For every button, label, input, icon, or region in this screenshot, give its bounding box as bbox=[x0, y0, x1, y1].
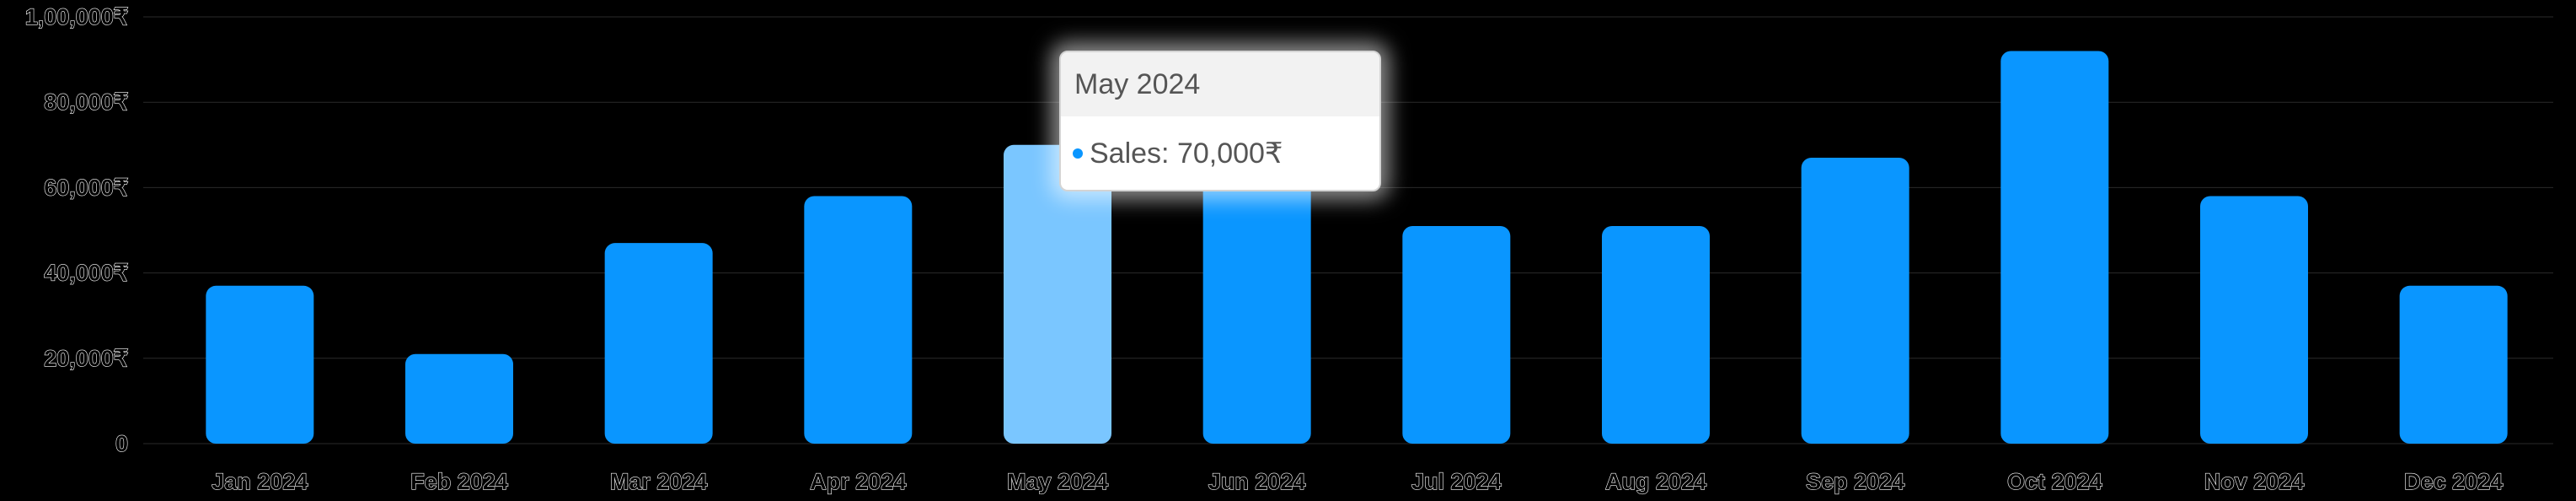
series-dot-icon bbox=[1073, 148, 1083, 159]
tooltip-body: Sales: 70,000₹ bbox=[1061, 116, 1379, 190]
y-tick-label: 0 bbox=[115, 431, 128, 456]
y-tick-label: 1,00,000₹ bbox=[25, 4, 128, 30]
bar-aug-2024[interactable] bbox=[1602, 225, 1710, 444]
x-tick-label: Nov 2024 bbox=[2204, 469, 2305, 494]
x-tick-label: Sep 2024 bbox=[1806, 469, 1904, 494]
x-tick-label: Jan 2024 bbox=[212, 469, 308, 494]
bar-oct-2024[interactable] bbox=[2000, 51, 2109, 444]
y-tick-label: 20,000₹ bbox=[44, 346, 128, 371]
x-tick-label: Jul 2024 bbox=[1411, 469, 1502, 494]
tooltip-value: Sales: 70,000₹ bbox=[1090, 137, 1283, 170]
bar-may-2024[interactable] bbox=[1004, 144, 1111, 444]
bar-nov-2024[interactable] bbox=[2200, 196, 2308, 444]
x-tick-label: Mar 2024 bbox=[610, 469, 708, 494]
bar-jun-2024[interactable] bbox=[1202, 162, 1311, 444]
bar-dec-2024[interactable] bbox=[2399, 285, 2508, 444]
x-tick-label: Apr 2024 bbox=[810, 469, 906, 494]
bar-jan-2024[interactable] bbox=[206, 285, 314, 444]
x-tick-label: Dec 2024 bbox=[2404, 469, 2503, 494]
x-tick-label: Jun 2024 bbox=[1208, 469, 1306, 494]
x-tick-label: May 2024 bbox=[1007, 469, 1108, 494]
bar-apr-2024[interactable] bbox=[804, 196, 913, 444]
y-tick-label: 80,000₹ bbox=[44, 89, 128, 115]
y-tick-label: 40,000₹ bbox=[44, 261, 128, 286]
tooltip: May 2024 Sales: 70,000₹ bbox=[1059, 51, 1381, 191]
tooltip-title: May 2024 bbox=[1061, 52, 1379, 116]
y-axis-ticks: 0 20,000₹ 40,000₹ 60,000₹ 80,000₹ 1,00,000₹ bbox=[24, 3, 128, 456]
bar-mar-2024[interactable] bbox=[604, 243, 713, 444]
bar-jul-2024[interactable] bbox=[1402, 225, 1511, 444]
bar-sep-2024[interactable] bbox=[1801, 157, 1909, 444]
x-tick-label: Aug 2024 bbox=[1605, 469, 1706, 494]
x-tick-label: Oct 2024 bbox=[2007, 469, 2102, 494]
x-axis-ticks: Jan 2024 Feb 2024 Mar 2024 Apr 2024 May 2024… bbox=[212, 468, 2504, 494]
y-tick-label: 60,000₹ bbox=[44, 175, 128, 200]
bars bbox=[206, 51, 2508, 444]
x-tick-label: Feb 2024 bbox=[410, 469, 508, 494]
bar-feb-2024[interactable] bbox=[405, 353, 513, 444]
